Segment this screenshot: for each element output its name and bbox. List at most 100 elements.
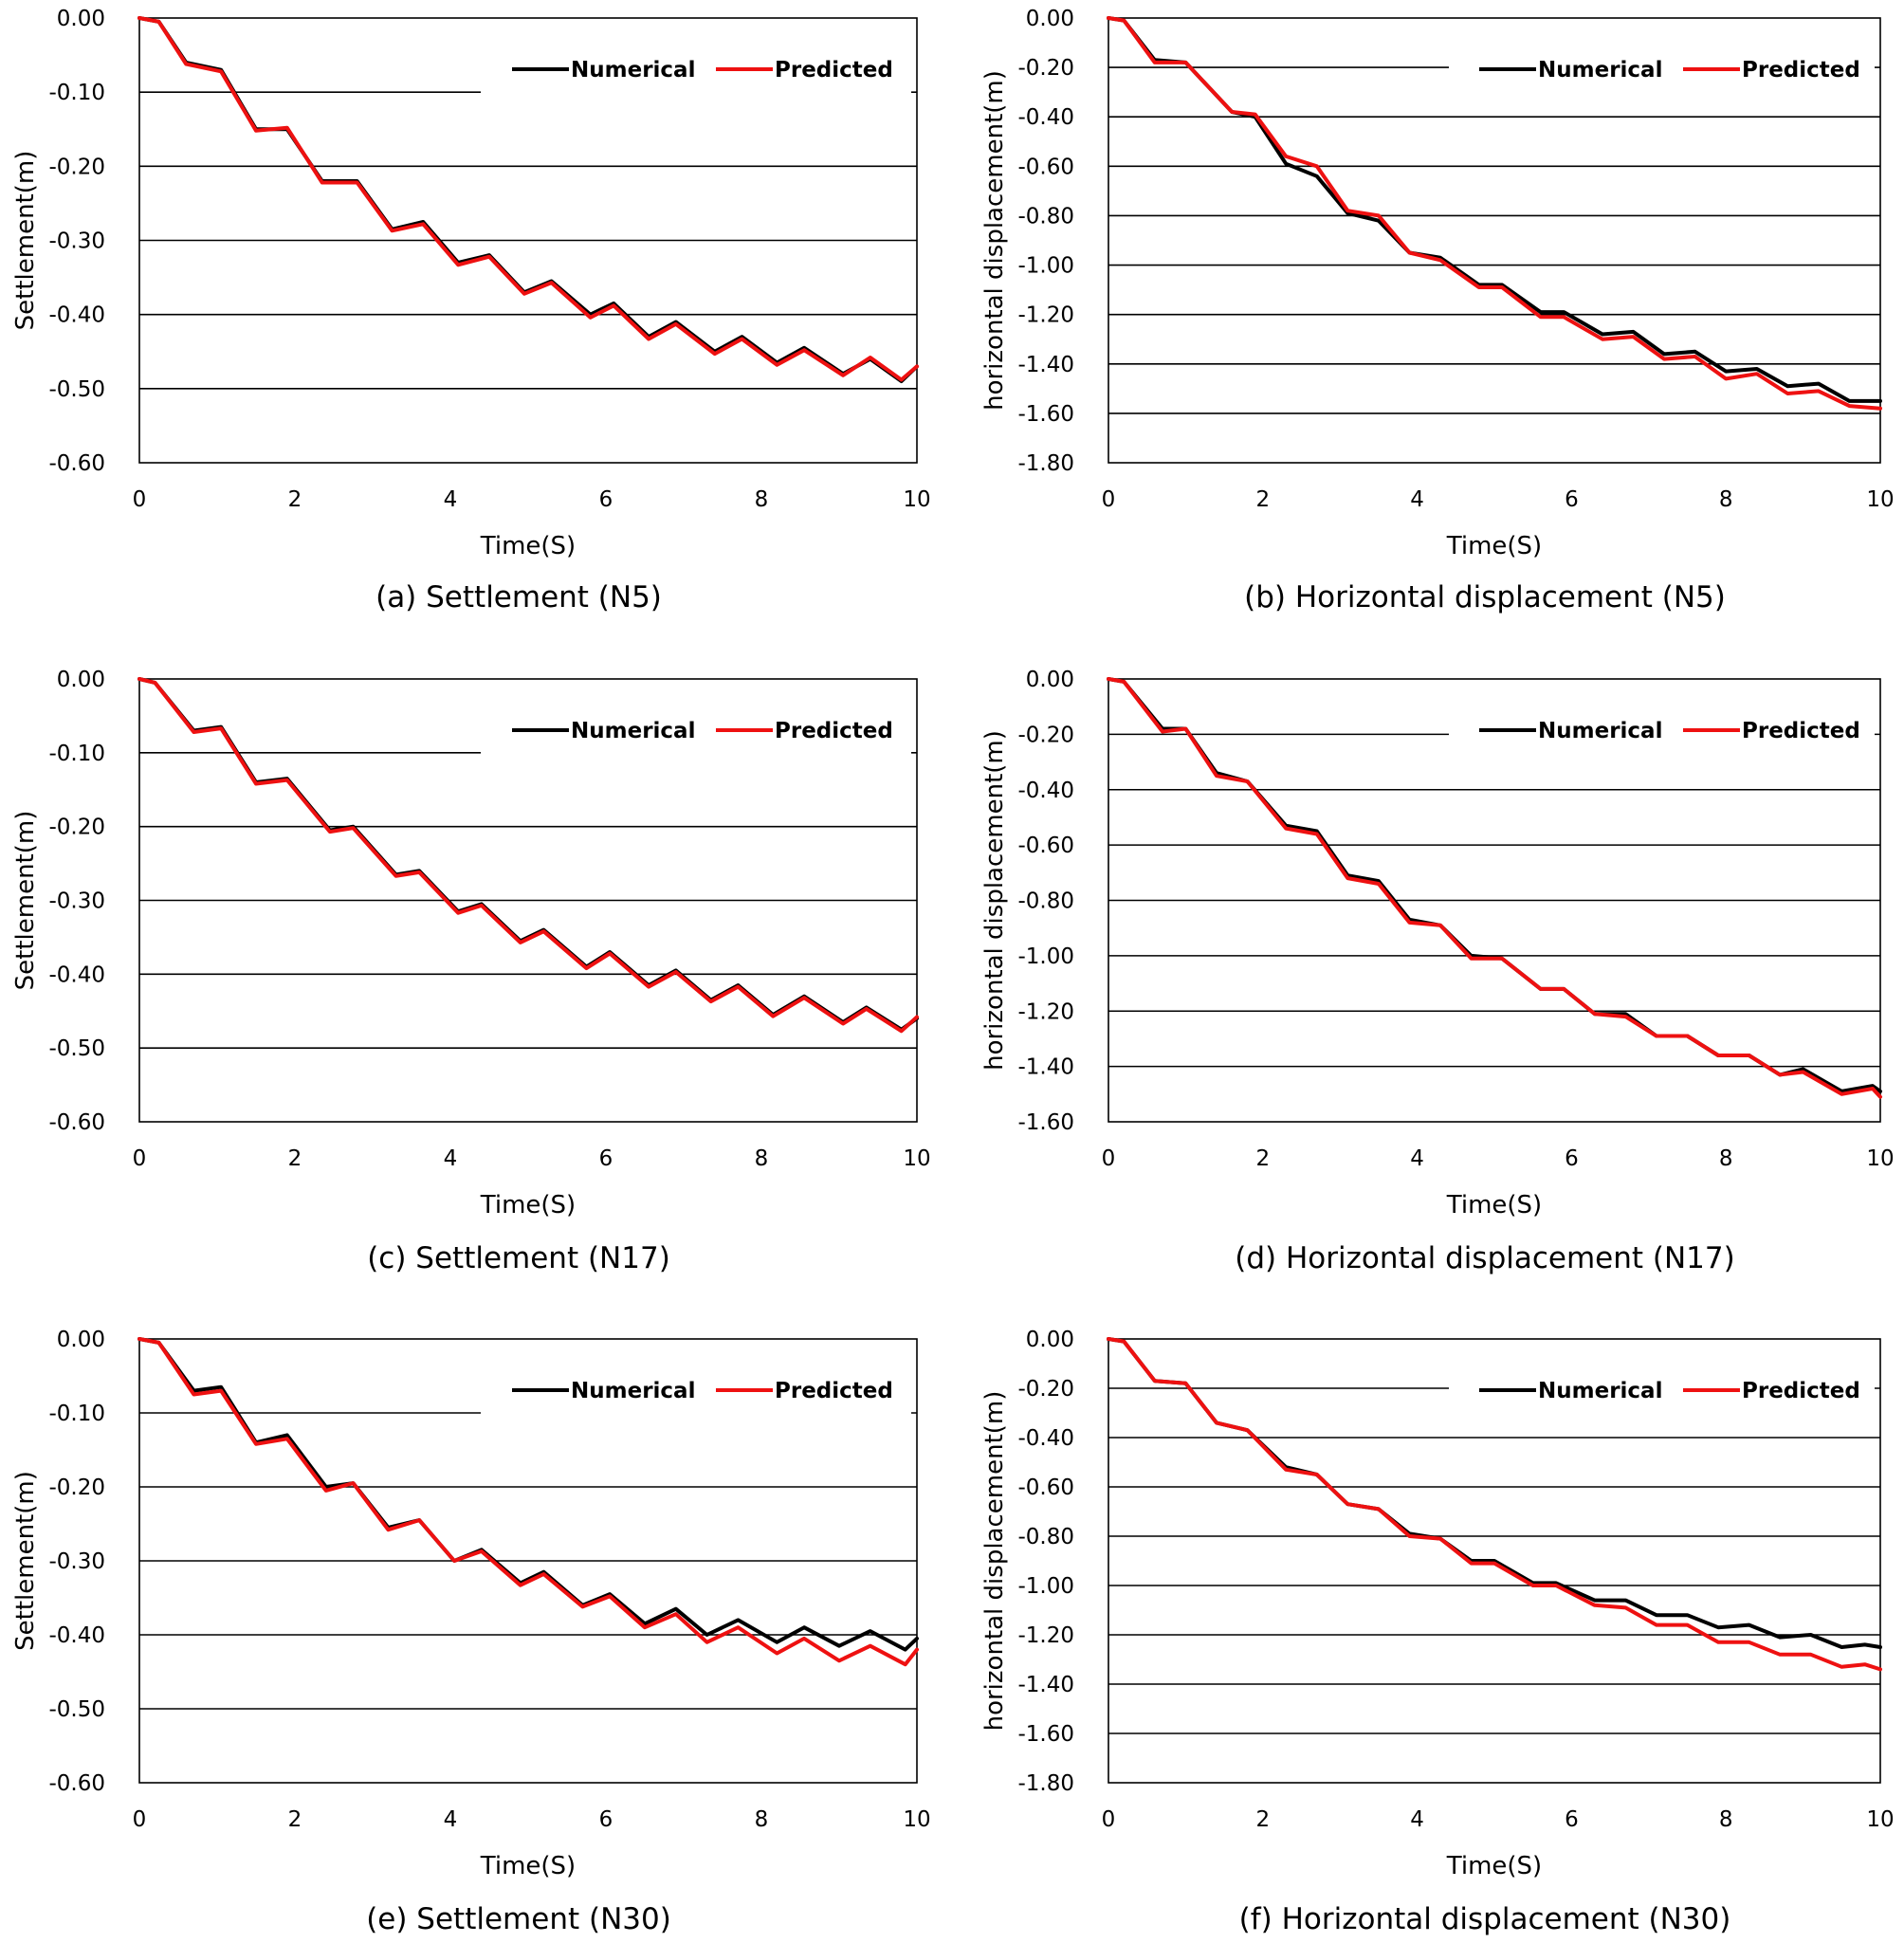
legend-label-predicted: Predicted bbox=[775, 58, 893, 82]
x-tick-label: 6 bbox=[599, 487, 613, 512]
y-tick-label: -1.80 bbox=[1017, 1771, 1074, 1796]
plot-frame bbox=[1108, 1338, 1881, 1784]
chart-panel-6: 0.00 -0.20 -0.40 -0.60 -0.80 -1.00 -1.20 -1.40 -… bbox=[980, 1328, 1895, 1936]
legend-background bbox=[481, 748, 911, 757]
chart-caption: (f) Horizontal displacement (N30) bbox=[1239, 1902, 1731, 1936]
y-tick-label: -0.40 bbox=[1017, 779, 1074, 803]
y-tick-label: -0.50 bbox=[48, 1036, 105, 1061]
chart-caption: (c) Settlement (N17) bbox=[367, 1241, 670, 1275]
legend-background bbox=[481, 1409, 911, 1417]
y-tick-label: -1.00 bbox=[1017, 254, 1074, 279]
y-axis-label: Settlement(m) bbox=[11, 151, 40, 331]
x-tick-label: 2 bbox=[1255, 1807, 1270, 1832]
y-tick-label: -0.80 bbox=[1017, 889, 1074, 914]
y-tick-label: -0.60 bbox=[48, 1771, 105, 1796]
x-tick-label: 4 bbox=[1410, 1146, 1424, 1171]
chart-panel-3: 0.00 -0.10 -0.20 -0.30 -0.40 -0.50 -0.60 0 2 4 6 8 1… bbox=[11, 668, 931, 1275]
y-tick-label: -0.10 bbox=[48, 742, 105, 766]
y-tick-label: -1.60 bbox=[1017, 402, 1074, 427]
y-tick-label: -1.00 bbox=[1017, 1574, 1074, 1599]
y-tick-label: -1.40 bbox=[1017, 1055, 1074, 1080]
y-tick-label: -1.20 bbox=[1017, 1623, 1074, 1648]
x-tick-label: 8 bbox=[755, 487, 769, 512]
x-tick-label: 4 bbox=[444, 487, 458, 512]
x-tick-label: 10 bbox=[903, 1807, 930, 1832]
y-axis-label: horizontal displacement(m) bbox=[980, 1391, 1009, 1732]
x-tick-label: 0 bbox=[1102, 1146, 1116, 1171]
x-tick-label: 0 bbox=[133, 487, 147, 512]
y-tick-label: -0.60 bbox=[1017, 1476, 1074, 1500]
x-tick-label: 10 bbox=[1866, 1146, 1894, 1171]
x-tick-label: 6 bbox=[599, 1146, 613, 1171]
y-tick-label: -0.40 bbox=[1017, 1426, 1074, 1451]
y-tick-label: -0.10 bbox=[48, 81, 105, 105]
plot-frame bbox=[138, 17, 918, 464]
y-tick-label: -1.20 bbox=[1017, 303, 1074, 328]
x-tick-label: 6 bbox=[1565, 1146, 1579, 1171]
y-tick-label: 0.00 bbox=[57, 7, 105, 31]
x-tick-label: 8 bbox=[755, 1146, 769, 1171]
x-tick-label: 10 bbox=[903, 1146, 930, 1171]
x-tick-label: 0 bbox=[133, 1146, 147, 1171]
x-tick-label: 2 bbox=[288, 487, 302, 512]
x-tick-label: 8 bbox=[1719, 487, 1733, 512]
y-tick-label: -1.60 bbox=[1017, 1110, 1074, 1135]
legend-label-predicted: Predicted bbox=[775, 1379, 893, 1403]
chart-caption: (b) Horizontal displacement (N5) bbox=[1244, 580, 1726, 614]
x-tick-label: 0 bbox=[1102, 1807, 1116, 1832]
legend-label-numerical: Numerical bbox=[1538, 719, 1662, 743]
x-tick-label: 10 bbox=[903, 487, 930, 512]
x-tick-label: 2 bbox=[288, 1807, 302, 1832]
x-tick-label: 6 bbox=[599, 1807, 613, 1832]
y-tick-label: -0.30 bbox=[48, 889, 105, 914]
y-tick-label: -0.80 bbox=[1017, 204, 1074, 229]
y-tick-label: 0.00 bbox=[57, 1328, 105, 1352]
y-tick-label: -1.20 bbox=[1017, 999, 1074, 1024]
y-tick-label: -0.20 bbox=[1017, 1377, 1074, 1402]
x-tick-label: 8 bbox=[755, 1807, 769, 1832]
legend-label-numerical: Numerical bbox=[571, 58, 695, 82]
x-tick-label: 2 bbox=[1255, 487, 1270, 512]
legend-background bbox=[481, 88, 911, 97]
y-axis-label: Settlement(m) bbox=[11, 1471, 40, 1651]
series-line-predicted bbox=[137, 1337, 919, 1667]
x-tick-label: 10 bbox=[1866, 487, 1894, 512]
y-tick-label: -1.80 bbox=[1017, 451, 1074, 476]
y-tick-label: -0.60 bbox=[1017, 834, 1074, 858]
y-tick-label: -0.50 bbox=[48, 377, 105, 402]
y-tick-label: -0.10 bbox=[48, 1402, 105, 1426]
legend-label-predicted: Predicted bbox=[775, 719, 893, 743]
y-tick-label: -0.60 bbox=[1017, 155, 1074, 179]
series-line-predicted bbox=[1107, 16, 1882, 411]
x-tick-label: 8 bbox=[1719, 1807, 1733, 1832]
legend-label-numerical: Numerical bbox=[1538, 58, 1662, 82]
x-axis-label: Time(S) bbox=[1446, 532, 1542, 560]
x-tick-label: 4 bbox=[1410, 1807, 1424, 1832]
x-tick-label: 10 bbox=[1866, 1807, 1894, 1832]
chart-panel-5: 0.00 -0.10 -0.20 -0.30 -0.40 -0.50 -0.60 0 2 4 6 8 1… bbox=[11, 1328, 931, 1936]
x-tick-label: 4 bbox=[444, 1146, 458, 1171]
y-tick-label: -0.20 bbox=[48, 155, 105, 179]
y-axis-label: horizontal displacement(m) bbox=[980, 70, 1009, 411]
series-line-predicted bbox=[1107, 677, 1882, 1099]
y-tick-label: 0.00 bbox=[1026, 668, 1074, 692]
y-tick-label: -0.50 bbox=[48, 1697, 105, 1722]
y-tick-label: -0.40 bbox=[48, 303, 105, 328]
y-tick-label: 0.00 bbox=[57, 668, 105, 692]
plot-frame bbox=[1108, 17, 1881, 464]
chart-caption: (a) Settlement (N5) bbox=[375, 580, 662, 614]
legend-background bbox=[1449, 730, 1875, 739]
x-axis-label: Time(S) bbox=[480, 1191, 576, 1219]
chart-panel-2: 0.00 -0.20 -0.40 -0.60 -0.80 -1.00 -1.20 -1.40 -… bbox=[980, 7, 1895, 614]
y-tick-label: -0.20 bbox=[1017, 723, 1074, 747]
x-tick-label: 2 bbox=[1255, 1146, 1270, 1171]
x-tick-label: 4 bbox=[444, 1807, 458, 1832]
x-tick-label: 6 bbox=[1565, 1807, 1579, 1832]
y-tick-label: 0.00 bbox=[1026, 7, 1074, 31]
x-axis-label: Time(S) bbox=[480, 1852, 576, 1880]
y-tick-label: -0.20 bbox=[48, 816, 105, 840]
x-axis-label: Time(S) bbox=[1446, 1191, 1542, 1219]
y-tick-label: -0.60 bbox=[48, 1110, 105, 1135]
legend-label-predicted: Predicted bbox=[1742, 719, 1860, 743]
